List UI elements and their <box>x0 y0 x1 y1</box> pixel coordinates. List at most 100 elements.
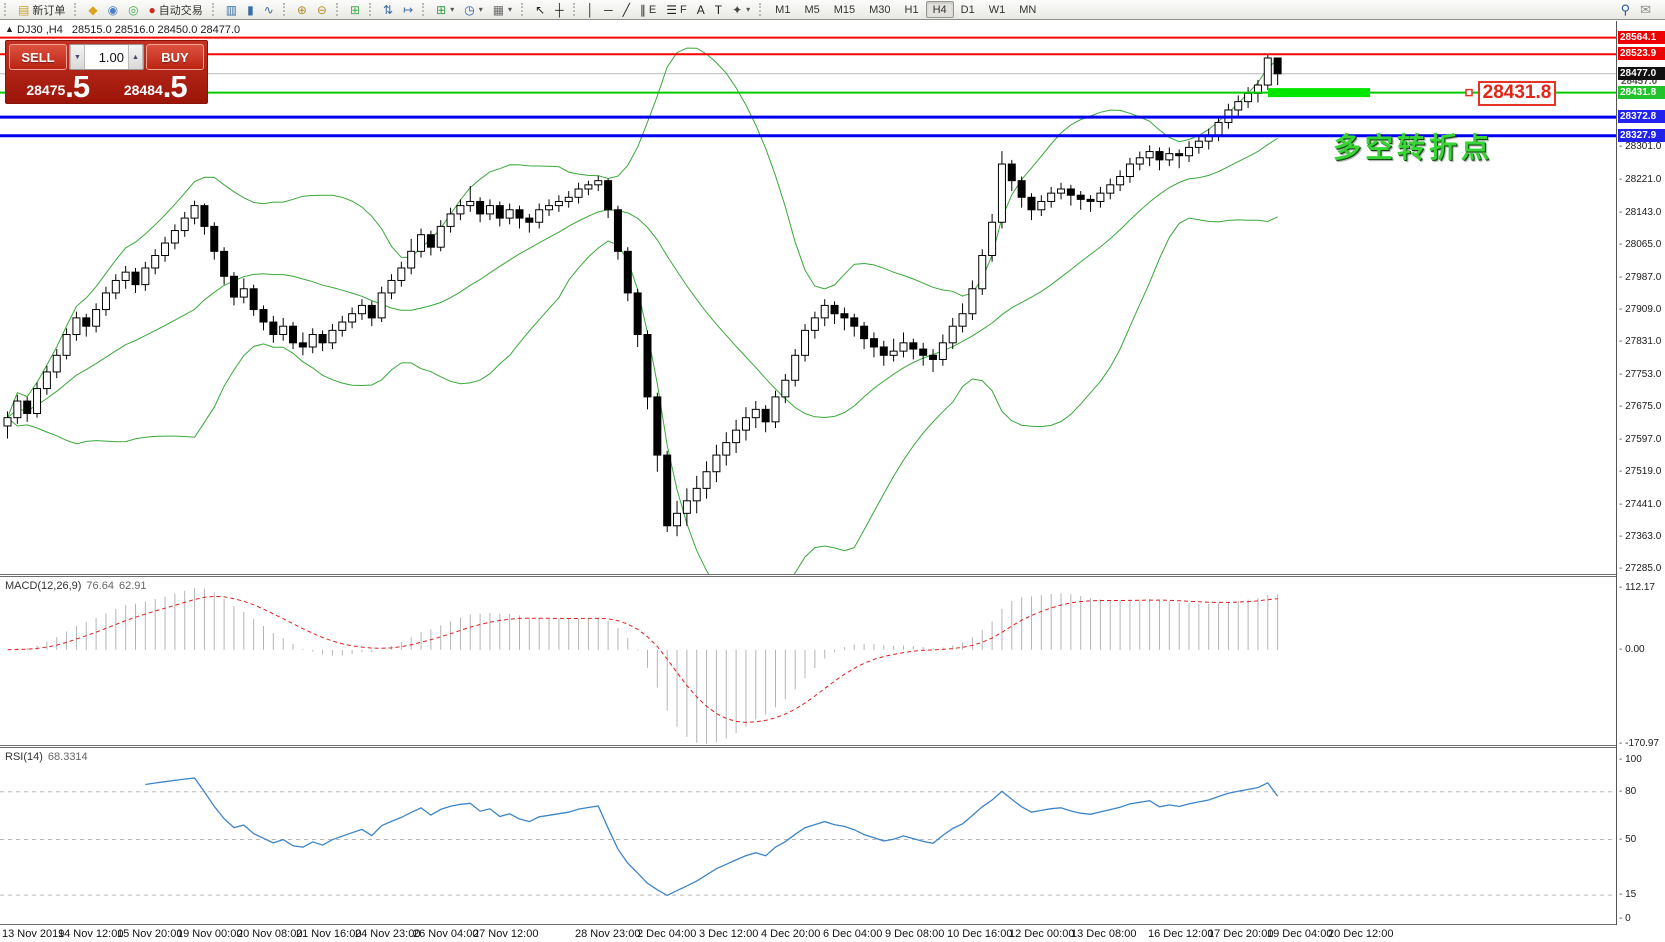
zoom-in-icon: ⊕ <box>296 2 307 17</box>
candle-body <box>387 279 396 294</box>
macd-indicator-label: MACD(12,26,9) 76.64 62.91 <box>5 580 146 592</box>
vertical-line-button[interactable]: │ <box>582 1 600 18</box>
toolbar-group-grip[interactable] <box>282 3 289 16</box>
search-icon[interactable]: ⚲ <box>1620 1 1631 17</box>
dropdown-arrow-icon[interactable]: ▾ <box>746 5 751 14</box>
volume-decrease-button[interactable]: ▼ <box>70 45 85 69</box>
auto-arrange-button[interactable]: ⇅ <box>378 1 398 18</box>
sell-button[interactable]: SELL <box>9 44 67 70</box>
dropdown-arrow-icon[interactable]: ▾ <box>478 5 483 14</box>
time-label: 16 Dec 12:00 <box>1148 928 1214 940</box>
periods-button[interactable]: ◷ ▾ <box>459 1 488 18</box>
time-label: 27 Nov 12:00 <box>473 928 539 940</box>
candle-body <box>1135 157 1144 165</box>
chart-window[interactable]: ▲ DJ30 ,H4 28515.0 28516.0 28450.0 28477… <box>0 21 1665 942</box>
horizontal-line-button[interactable]: ─ <box>599 1 618 18</box>
rsi-pane-divider[interactable] <box>0 745 1665 748</box>
hidden-price-label: 28457.0 <box>1621 76 1658 88</box>
fibonacci-button[interactable]: ☰ F <box>661 1 692 18</box>
rsi-pane[interactable] <box>0 748 1616 925</box>
text-label-icon: T <box>714 2 723 17</box>
candle-body <box>860 325 869 340</box>
candle-body <box>663 454 672 527</box>
time-label: 13 Dec 08:00 <box>1071 928 1137 940</box>
macd-pane-divider[interactable] <box>0 574 1665 577</box>
text-button[interactable]: A <box>692 1 710 18</box>
volume-increase-button[interactable]: ▲ <box>128 45 143 69</box>
candle-body <box>613 209 622 252</box>
new-chart-button[interactable]: ⊞ ▾ <box>431 1 459 18</box>
text-label-button[interactable]: T <box>710 1 727 18</box>
buy-button[interactable]: BUY <box>146 44 204 70</box>
timeframe-m30-button[interactable]: M30 <box>869 3 891 16</box>
zoom-in-button[interactable]: ⊕ <box>292 1 312 18</box>
toolbar-group-grip[interactable] <box>572 3 579 16</box>
auto-arrange-icon: ⇅ <box>383 2 394 17</box>
autotrade-button[interactable]: ● 自动交易 <box>144 1 208 18</box>
volume-input[interactable] <box>85 45 128 69</box>
bar-chart-icon: ▥ <box>225 2 238 17</box>
chat-icon[interactable]: ✉ <box>1640 1 1651 17</box>
buy-price[interactable]: 28484 .5 <box>107 70 205 102</box>
new-order-button[interactable]: ▤ 新订单 <box>13 1 70 18</box>
bar-chart-button[interactable]: ▥ <box>221 1 242 18</box>
candle-body <box>869 338 878 348</box>
macd-signal-value: 62.91 <box>118 580 147 592</box>
line-chart-button[interactable]: ∿ <box>259 1 279 18</box>
timeframe-h1-button[interactable]: H1 <box>904 3 919 16</box>
tile-windows-button[interactable]: ⊞ <box>345 1 365 18</box>
arrows-button[interactable]: ✦ ▾ <box>727 1 755 18</box>
toolbar-group-grip[interactable] <box>521 3 527 16</box>
trade-panel-collapse-icon[interactable]: ▲ <box>5 24 14 34</box>
channel-button[interactable]: ∥ E <box>635 1 661 18</box>
candle-body <box>741 417 750 431</box>
dropdown-arrow-icon[interactable]: ▾ <box>450 5 455 14</box>
price-tick-27363: 27363.0 <box>1619 531 1661 542</box>
candle-body <box>830 304 839 315</box>
price-scale[interactable]: 28301.0 28221.0 28143.0 28065.0 27987.0 27909… <box>1616 21 1665 925</box>
candle-body <box>692 487 701 502</box>
candle-body <box>298 342 307 348</box>
volume-stepper: ▼ ▲ <box>69 44 144 70</box>
timeframe-mn-button[interactable]: MN <box>1019 3 1037 16</box>
dropdown-arrow-icon[interactable]: ▾ <box>508 5 513 14</box>
toolbar-group-grip[interactable] <box>4 3 10 16</box>
timeframe-h4-button[interactable]: H4 <box>925 1 954 18</box>
candle-body <box>978 255 987 290</box>
timeframe-d1-button[interactable]: D1 <box>960 3 975 16</box>
macd-pane[interactable] <box>0 577 1616 746</box>
main-price-pane[interactable] <box>0 21 1616 575</box>
timeframe-m15-button[interactable]: M15 <box>833 3 856 16</box>
macd-tick-112.17: 112.17 <box>1619 582 1655 593</box>
templates-button[interactable]: ▦ ▾ <box>488 1 517 18</box>
zoom-out-button[interactable]: ⊖ <box>312 1 332 18</box>
toolbar-group-grip[interactable] <box>211 3 218 16</box>
candle-body <box>535 209 544 223</box>
time-label: 13 Nov 2019 <box>2 928 65 940</box>
crosshair-button[interactable]: ┼ <box>550 1 569 18</box>
toolbar-group-grip[interactable] <box>422 3 428 16</box>
trendline-button[interactable]: ╱ <box>618 1 635 18</box>
candlestick-chart-button[interactable]: ▮ <box>242 1 259 18</box>
price-level-flag[interactable]: 28431.8 <box>1478 80 1556 106</box>
price-tick-28301: 28301.0 <box>1619 141 1661 152</box>
sell-price[interactable]: 28475 .5 <box>9 70 107 102</box>
chart-shift-button[interactable]: ↦ <box>398 1 418 18</box>
toolbar-group-grip[interactable] <box>759 3 765 16</box>
support-icon-button[interactable]: ◉ <box>103 1 123 18</box>
toolbar-group-grip[interactable] <box>369 3 375 16</box>
time-scale[interactable]: 13 Nov 2019 14 Nov 12:00 15 Nov 20:00 19 No… <box>0 926 1665 942</box>
cursor-button[interactable]: ↖ <box>530 1 550 18</box>
candle-body <box>111 279 120 294</box>
new-order-icon: ▤ <box>18 2 30 17</box>
toolbar-group-grip[interactable] <box>335 3 342 16</box>
time-label: 20 Dec 12:00 <box>1328 928 1394 940</box>
timeframe-m5-button[interactable]: M5 <box>804 3 820 16</box>
candle-body <box>357 304 366 315</box>
price-tick-27285: 27285.0 <box>1619 563 1661 574</box>
toolbar-group-grip[interactable] <box>74 3 80 16</box>
signals-icon-button[interactable]: ◎ <box>123 1 143 18</box>
deposit-icon-button[interactable]: ◆ <box>83 1 102 18</box>
timeframe-w1-button[interactable]: W1 <box>988 3 1006 16</box>
timeframe-m1-button[interactable]: M1 <box>775 3 791 16</box>
